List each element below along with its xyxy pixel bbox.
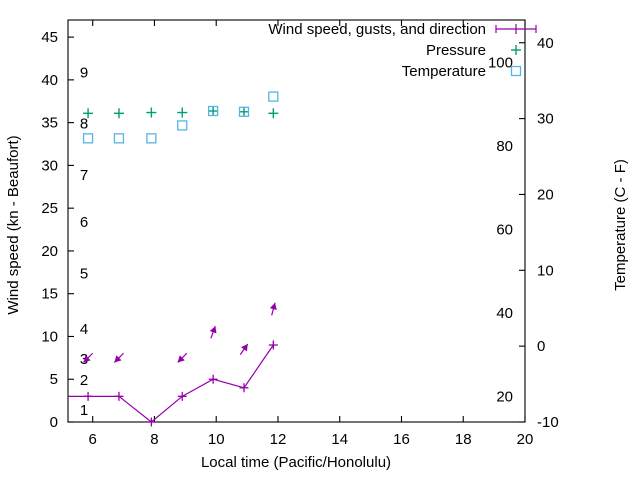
y-tick-label: 25 (41, 200, 58, 217)
x-tick-label: 12 (270, 431, 287, 448)
wind-speed-point (208, 374, 218, 384)
y-tick-label: 10 (41, 328, 58, 345)
plot-frame (67, 19, 526, 423)
pressure-point (146, 107, 157, 118)
y-tick-label: 45 (41, 29, 58, 46)
legend-entry-label: Pressure (426, 42, 486, 59)
pressure-point (268, 108, 279, 119)
y-tick-label: 5 (50, 371, 58, 388)
y-tick-label: 20 (41, 243, 58, 260)
y2-tick-label: 20 (537, 186, 554, 203)
wind-speed-point (268, 340, 278, 350)
fahrenheit-label: 100 (488, 55, 513, 72)
y2-tick-label: 0 (537, 338, 545, 355)
wind-speed-point (239, 383, 249, 393)
wind-speed-point (146, 417, 156, 427)
beaufort-label: 4 (80, 321, 88, 338)
beaufort-label: 5 (80, 265, 88, 282)
wind-direction-arrow (83, 352, 94, 363)
y2-axis-ticks: -10 0 10 20 30 40 (519, 35, 559, 431)
temperature-point (82, 133, 94, 144)
beaufort-scale-labels: 1 2 3 4 5 6 7 8 9 (80, 64, 88, 419)
temperature-point (207, 105, 219, 117)
beaufort-label: 3 (80, 351, 88, 368)
y2-tick-label: 10 (537, 262, 554, 279)
data-series (68, 91, 279, 427)
y2-tick-label: 40 (537, 35, 554, 52)
x-tick-label: 6 (89, 431, 97, 448)
y-tick-label: 40 (41, 72, 58, 89)
pressure-point (83, 108, 94, 119)
y2-axis-title: Temperature (C - F) (612, 159, 629, 291)
beaufort-label: 6 (80, 214, 88, 231)
wind-speed-point (83, 391, 93, 401)
y-tick-label: 0 (50, 414, 58, 431)
legend-entry-label: Wind speed, gusts, and direction (268, 21, 486, 38)
y2-tick-label: -10 (537, 414, 559, 431)
temperature-point (146, 133, 157, 144)
beaufort-label: 7 (80, 167, 88, 184)
beaufort-label: 2 (80, 372, 88, 389)
x-tick-label: 8 (150, 431, 158, 448)
x-tick-label: 18 (455, 431, 472, 448)
fahrenheit-label: 60 (496, 222, 513, 239)
legend-sample-wind (495, 24, 537, 34)
y-axis-ticks: 0 5 10 15 20 25 30 35 40 45 (41, 29, 74, 431)
beaufort-label: 1 (80, 402, 88, 419)
legend-sample-pressure (511, 45, 521, 55)
pressure-point (239, 106, 250, 117)
y-tick-label: 35 (41, 115, 58, 132)
y-tick-label: 30 (41, 157, 58, 174)
temperature-point (268, 91, 279, 102)
x-tick-label: 16 (393, 431, 410, 448)
fahrenheit-label: 80 (496, 138, 513, 155)
fahrenheit-label: 40 (496, 305, 513, 322)
wind-speed-point (177, 391, 187, 401)
wind-direction-arrow (113, 352, 124, 363)
wind-direction-arrow (239, 343, 249, 355)
wind-direction-arrow (269, 302, 277, 316)
legend-sample-temperature (510, 65, 522, 77)
fahrenheit-label: 20 (496, 388, 513, 405)
x-axis-ticks: 6 8 10 12 14 16 18 20 (89, 20, 534, 448)
x-axis-title: Local time (Pacific/Honolulu) (201, 454, 391, 471)
beaufort-label: 8 (80, 116, 88, 133)
y-axis-title: Wind speed (kn - Beaufort) (5, 135, 22, 314)
wind-direction-arrow (177, 352, 188, 363)
x-tick-label: 20 (517, 431, 534, 448)
temperature-point (238, 106, 250, 117)
temperature-point (177, 120, 188, 131)
wind-direction-arrow (209, 325, 217, 339)
x-tick-label: 14 (331, 431, 348, 448)
x-tick-label: 10 (208, 431, 225, 448)
y-tick-label: 15 (41, 286, 58, 303)
wind-speed-point (114, 391, 124, 401)
y2-tick-label: 30 (537, 111, 554, 128)
pressure-point (113, 108, 124, 119)
temperature-point (113, 133, 125, 144)
legend: Wind speed, gusts, and direction Pressure… (268, 21, 537, 80)
wind-speed-line (68, 344, 274, 423)
legend-entry-label: Temperature (402, 63, 486, 80)
beaufort-label: 9 (80, 64, 88, 81)
fahrenheit-scale-labels: 20 40 60 80 100 (488, 55, 513, 406)
pressure-point (208, 106, 219, 117)
pressure-point (177, 107, 188, 118)
